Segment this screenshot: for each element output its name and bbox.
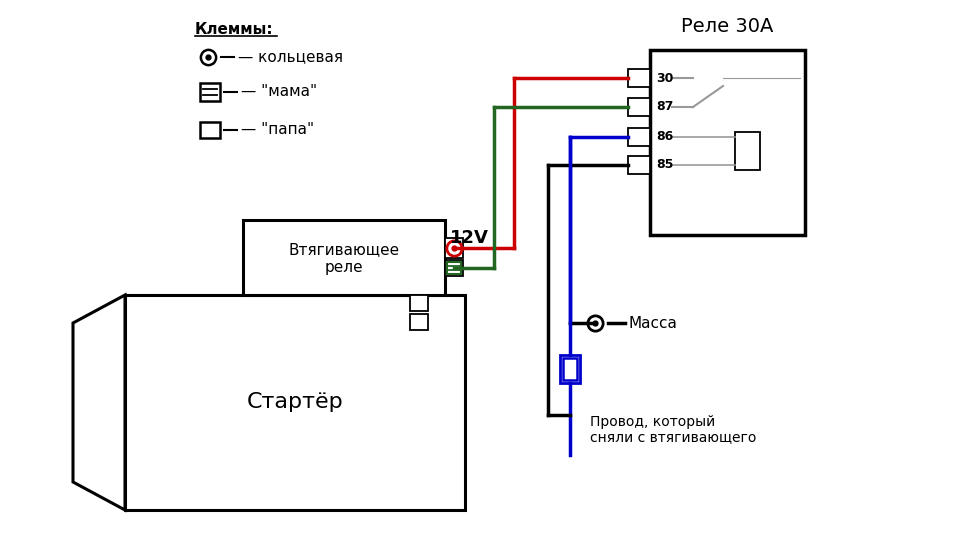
Bar — [447, 262, 461, 274]
Text: Клеммы:: Клеммы: — [195, 22, 274, 37]
Text: Масса: Масса — [629, 316, 678, 330]
Text: Реле 30А: Реле 30А — [682, 17, 774, 36]
Text: 86: 86 — [656, 130, 673, 143]
Bar — [445, 238, 463, 258]
Bar — [563, 358, 577, 380]
Bar — [628, 98, 650, 116]
Text: 12V: 12V — [450, 229, 489, 247]
Text: сняли с втягивающего: сняли с втягивающего — [590, 430, 756, 444]
Text: — кольцевая: — кольцевая — [238, 50, 343, 64]
Text: 85: 85 — [656, 159, 673, 172]
Bar — [735, 132, 760, 170]
Text: Стартёр: Стартёр — [247, 392, 344, 413]
Bar — [628, 128, 650, 146]
Bar — [445, 260, 463, 276]
Bar — [125, 295, 465, 510]
Bar — [410, 295, 428, 311]
Bar — [560, 355, 580, 383]
Bar — [243, 220, 445, 295]
Text: 87: 87 — [656, 100, 673, 113]
Bar — [628, 69, 650, 87]
Text: реле: реле — [324, 260, 363, 275]
Text: Провод, который: Провод, который — [590, 415, 715, 429]
Text: Втягивающее: Втягивающее — [288, 242, 399, 257]
Text: — "мама": — "мама" — [241, 84, 317, 100]
Bar — [200, 122, 220, 138]
Bar — [200, 83, 220, 101]
Text: 30: 30 — [656, 71, 673, 84]
Polygon shape — [73, 295, 125, 510]
Bar — [628, 156, 650, 174]
Bar — [410, 314, 428, 330]
Bar — [650, 50, 805, 235]
Text: — "папа": — "папа" — [241, 123, 314, 137]
